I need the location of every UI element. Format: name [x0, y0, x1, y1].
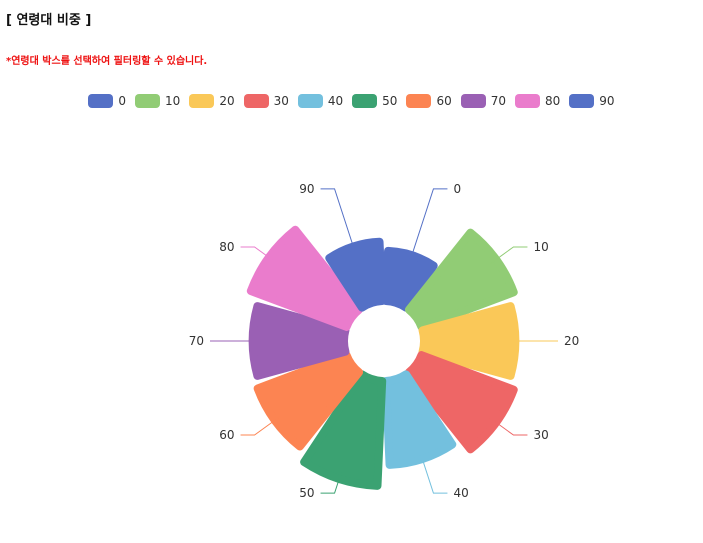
rose-slice-90[interactable] [325, 237, 387, 312]
label-leader-line [320, 471, 343, 494]
legend-swatch [515, 94, 541, 108]
chart-title: [ 연령대 비중 ] [6, 13, 92, 28]
legend-item-20[interactable]: 20 [189, 94, 235, 108]
legend-label: 50 [382, 94, 398, 108]
legend: 0 10 20 30 40 50 60 70 80 90 [0, 94, 703, 108]
legend-item-10[interactable]: 10 [135, 94, 180, 108]
legend-label: 30 [273, 94, 289, 108]
legend-label: 70 [490, 94, 507, 108]
label-leader-line [419, 451, 448, 494]
legend-item-90[interactable]: 90 [569, 94, 615, 108]
legend-label: 20 [219, 94, 235, 108]
legend-label: 0 [118, 94, 127, 108]
legend-item-60[interactable]: 60 [406, 94, 452, 108]
filter-notice: *연령대 박스를 선택하여 필터링할 수 있습니다. [6, 56, 208, 67]
legend-label: 80 [545, 94, 561, 108]
label-leader-line [489, 246, 528, 265]
slice-label-30: 30 [533, 428, 548, 442]
legend-label: 10 [165, 94, 181, 108]
legend-swatch [406, 94, 432, 108]
legend-swatch [88, 94, 114, 108]
slice-label-70: 70 [189, 334, 204, 348]
rose-slice-60[interactable] [253, 351, 364, 451]
legend-swatch [243, 94, 269, 108]
legend-swatch [352, 94, 378, 108]
rose-slice-10[interactable] [404, 228, 518, 331]
legend-swatch [460, 94, 486, 108]
rose-slice-80[interactable] [246, 225, 364, 331]
legend-swatch [297, 94, 323, 108]
rose-slice-20[interactable] [418, 302, 520, 380]
rose-slice-70[interactable] [248, 302, 350, 380]
label-leader-line [240, 246, 276, 263]
rose-slice-0[interactable] [381, 246, 438, 312]
slice-label-20: 20 [564, 334, 579, 348]
legend-swatch [189, 94, 215, 108]
legend-item-80[interactable]: 80 [515, 94, 560, 108]
legend-item-30[interactable]: 30 [243, 94, 289, 108]
label-leader-line [408, 188, 448, 263]
rose-slice-50[interactable] [300, 370, 387, 490]
legend-item-70[interactable]: 70 [460, 94, 507, 108]
legend-label: 40 [327, 94, 344, 108]
label-leader-line [489, 417, 528, 436]
legend-swatch [135, 94, 161, 108]
slice-label-40: 40 [453, 486, 468, 500]
slice-label-10: 10 [533, 240, 548, 254]
slice-label-50: 50 [299, 486, 314, 500]
legend-label: 60 [436, 94, 452, 108]
slice-label-60: 60 [219, 428, 234, 442]
legend-item-50[interactable]: 50 [352, 94, 397, 108]
slice-label-0: 0 [453, 182, 461, 196]
rose-slice-30[interactable] [404, 351, 518, 454]
legend-item-40[interactable]: 40 [297, 94, 344, 108]
legend-label: 90 [599, 94, 615, 108]
label-leader-line [240, 415, 282, 436]
legend-item-0[interactable]: 0 [88, 94, 126, 108]
legend-swatch [569, 94, 595, 108]
label-leader-line [320, 188, 357, 255]
slice-label-80: 80 [219, 240, 234, 254]
rose-slice-40[interactable] [381, 370, 457, 469]
slice-label-90: 90 [299, 182, 314, 196]
